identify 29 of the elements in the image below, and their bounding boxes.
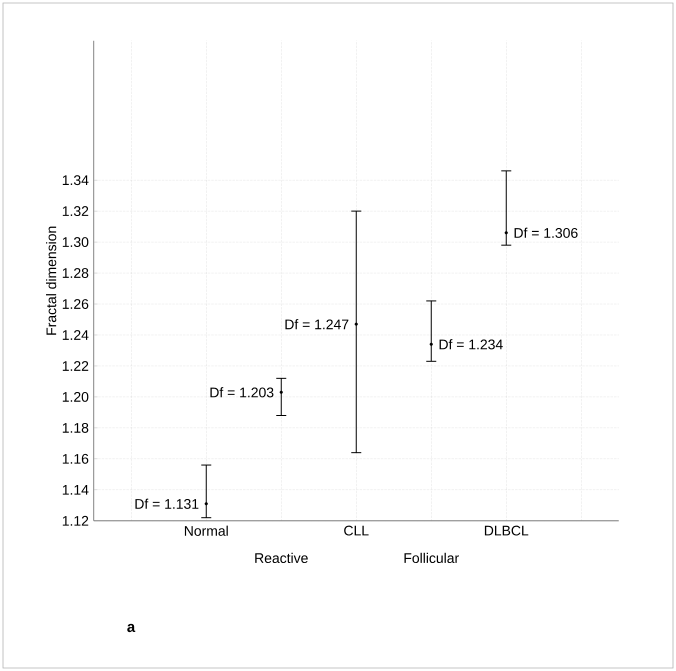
y-tick-label: 1.24 <box>62 330 88 340</box>
y-tick-label: 1.28 <box>62 268 88 278</box>
y-tick-label: 1.12 <box>62 516 88 526</box>
y-axis-title: Fractal dimension <box>46 226 56 335</box>
x-tick-label: Normal <box>184 526 228 536</box>
data-label: Df = 1.247 <box>285 319 348 330</box>
y-tick-label: 1.26 <box>62 299 88 309</box>
point <box>430 342 433 346</box>
point <box>354 322 358 326</box>
y-tick-label: 1.16 <box>62 454 88 464</box>
text: a <box>127 624 136 632</box>
y-tick-label: 1.30 <box>62 237 88 248</box>
y-tick-label: 1.32 <box>62 206 88 216</box>
y-tick-label: 1.34 <box>62 175 88 186</box>
x-tick-label: Reactive <box>255 552 308 564</box>
x-tick-label: CLL <box>344 526 369 536</box>
data-label: Df = 1.131 <box>135 498 198 509</box>
point <box>504 231 508 234</box>
point <box>204 502 208 506</box>
y-tick-label: 1.18 <box>62 422 88 433</box>
x-tick-label: DLBCL <box>484 526 528 536</box>
data-label: Df = 1.203 <box>210 387 274 398</box>
data-label: Df = 1.306 <box>514 228 578 238</box>
x-tick-label: Follicular <box>404 552 459 564</box>
y-tick-label: 1.20 <box>62 392 88 402</box>
y-tick-label: 1.14 <box>62 485 88 495</box>
data-label: Df = 1.234 <box>440 339 503 350</box>
point <box>280 390 283 394</box>
y-tick-label: 1.22 <box>62 361 88 371</box>
